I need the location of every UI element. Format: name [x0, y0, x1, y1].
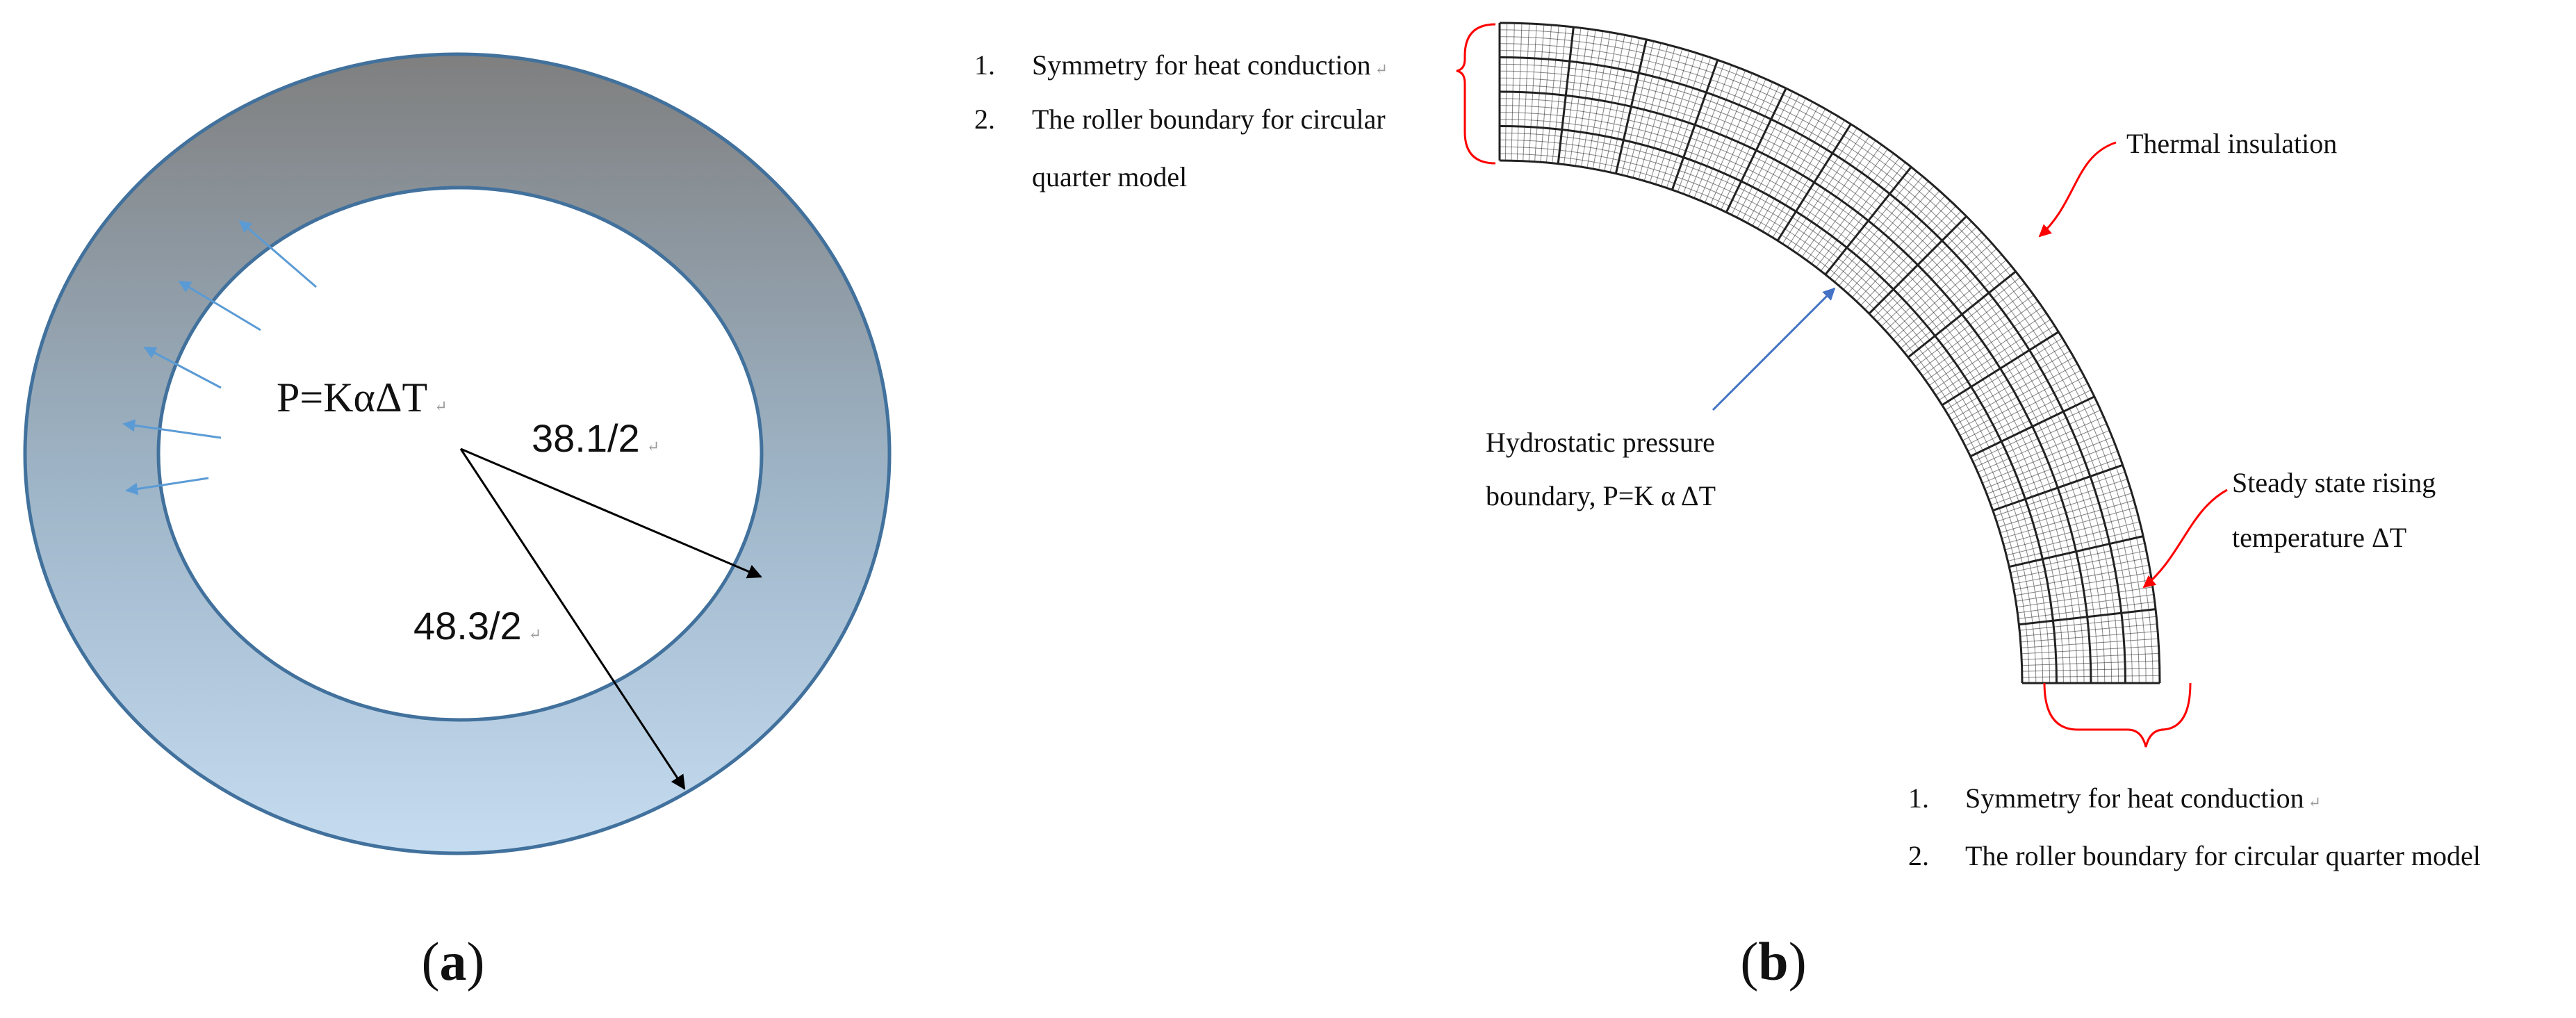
pressure-arrow — [125, 477, 209, 495]
mesh-line — [1824, 166, 1912, 275]
mesh-line — [1725, 88, 1787, 213]
mesh-line — [1499, 112, 2071, 684]
panel-b-caption: (b) — [1740, 931, 1806, 992]
temperature-arrow — [2142, 489, 2228, 589]
pressure-arrows — [122, 220, 317, 495]
panel-a-caption: (a) — [422, 931, 485, 992]
list-item: The roller boundary for circular — [1032, 104, 1386, 135]
quarter-model-mesh — [1498, 22, 2161, 684]
panel-b: 1. Symmetry for heat conduction ↵ 2. The … — [974, 22, 2481, 992]
list-item: Symmetry for heat conduction ↵ — [1032, 49, 1388, 81]
outer-radius-arrow — [459, 448, 686, 790]
pressure-label-line1: Hydrostatic pressure — [1486, 427, 1715, 458]
pressure-label-line2: boundary, P=K α ΔT — [1486, 480, 1716, 511]
outer-radius-label: 48.3/2 ↵ — [413, 604, 541, 648]
pressure-arrow — [143, 346, 222, 389]
list-number: 2. — [974, 104, 995, 135]
mesh-line — [1671, 59, 1719, 190]
mesh-line — [1499, 50, 2133, 684]
mesh-line — [1992, 463, 2124, 512]
pressure-arrow — [1712, 287, 1836, 411]
mesh-line — [1499, 125, 2058, 684]
bottom-boundary-list: 1. Symmetry for heat conduction ↵ 2. The … — [1908, 782, 2481, 871]
inner-radius-label: 38.1/2 ↵ — [532, 416, 659, 460]
list-item: Symmetry for heat conduction ↵ — [1965, 782, 2321, 814]
list-item: quarter model — [1032, 161, 1187, 192]
mesh-line — [1908, 270, 2017, 359]
mesh-line — [1499, 57, 2126, 684]
pressure-arrow — [178, 280, 261, 331]
mesh-line — [1499, 90, 2092, 684]
thermal-insulation-label: Thermal insulation — [2126, 128, 2337, 159]
mesh-line — [1499, 91, 2092, 684]
list-item: The roller boundary for circular quarter… — [1965, 840, 2481, 871]
mesh-line — [2019, 608, 2156, 626]
mesh-line — [1499, 43, 2140, 684]
temperature-label-line1: Steady state rising — [2232, 467, 2436, 498]
mesh-line — [1499, 84, 2099, 684]
mesh-line — [1941, 331, 2060, 407]
mesh-line — [1499, 132, 2051, 684]
mesh-line — [1499, 22, 2160, 684]
mesh-line — [1614, 39, 1648, 174]
list-number: 1. — [1908, 782, 1929, 814]
pipe-ring — [23, 52, 892, 855]
pressure-equation: P=KαΔT ↵ — [277, 375, 448, 420]
mesh-line — [2008, 535, 2144, 568]
temperature-label-line2: temperature ΔT — [2232, 522, 2406, 553]
pressure-arrow — [238, 220, 317, 288]
mesh-line — [1969, 395, 2095, 458]
top-boundary-bracket — [1456, 23, 1496, 165]
mesh-line — [1499, 105, 2078, 684]
mesh-line — [1557, 26, 1575, 164]
top-boundary-list: 1. Symmetry for heat conduction ↵ 2. The … — [974, 49, 1388, 192]
bottom-boundary-bracket — [2043, 682, 2192, 748]
mesh-line — [1499, 63, 2119, 684]
mesh-line — [1499, 22, 2161, 684]
inner-radius-arrow — [460, 448, 762, 579]
mesh-line — [1868, 215, 1967, 315]
mesh-line — [1499, 126, 2057, 684]
list-number: 1. — [974, 49, 995, 81]
pressure-arrow — [122, 419, 222, 439]
mesh-line — [1499, 98, 2085, 684]
thermal-insulation-arrow — [2038, 141, 2117, 238]
list-number: 2. — [1908, 840, 1929, 871]
mesh-line — [1776, 123, 1852, 242]
mesh-line — [1499, 70, 2113, 684]
panel-a: P=KαΔT ↵ 38.1/2 ↵ 48.3/2 ↵ (a) — [23, 52, 892, 992]
mesh-line — [1499, 56, 2126, 684]
